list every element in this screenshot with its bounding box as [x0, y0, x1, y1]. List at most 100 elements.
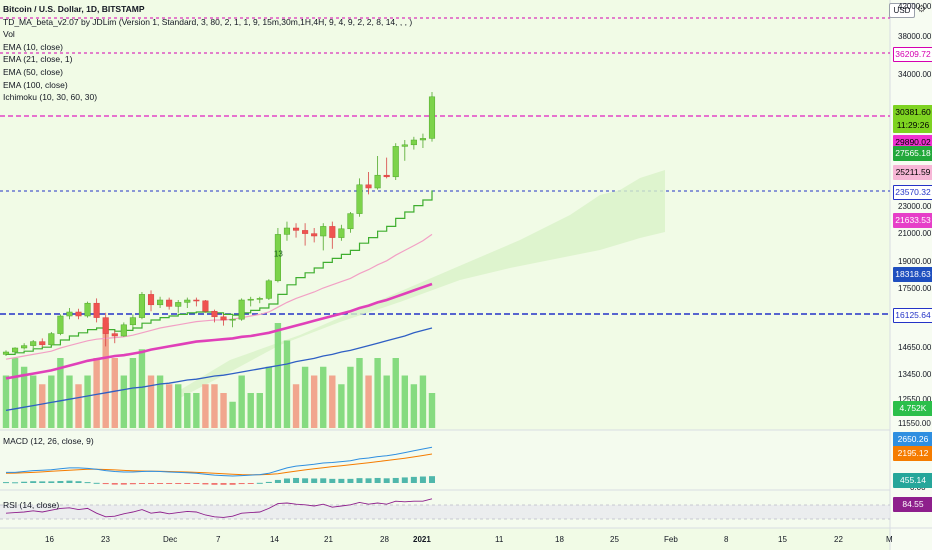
rsi-label[interactable]: RSI (14, close): [3, 500, 60, 510]
indicator-label-vol[interactable]: Vol: [3, 29, 15, 40]
indicator-label-ema50[interactable]: EMA (50, close): [3, 66, 63, 77]
price-tag: 18318.63: [893, 267, 932, 282]
macd-histogram-bar: [238, 483, 245, 485]
bear-candle: [147, 294, 155, 306]
volume-bar: [283, 340, 291, 428]
price-tag: 4.752K: [893, 401, 932, 416]
bull-candle: [48, 333, 55, 346]
macd-histogram-bar: [419, 476, 426, 483]
indicator-label-ema21[interactable]: EMA (21, close, 1): [3, 54, 73, 65]
time-tick: 21: [324, 535, 333, 544]
ema10-step-line: [6, 190, 433, 355]
macd-histogram-bar: [129, 483, 136, 485]
volume-bar: [329, 375, 336, 428]
macd-histogram-bar: [338, 478, 345, 483]
indicator-label-ema10[interactable]: EMA (10, close): [3, 41, 63, 52]
macd-histogram-bar: [184, 483, 191, 484]
volume-bar: [175, 384, 182, 428]
bull-candle: [175, 302, 182, 307]
bull-candle: [30, 341, 37, 346]
bull-candle: [229, 318, 236, 321]
time-tick: 23: [101, 535, 110, 544]
bear-candle: [75, 311, 82, 317]
macd-histogram-bar: [12, 482, 19, 484]
price-tick: 21000.00: [898, 229, 932, 238]
ema100-line: [5, 327, 433, 412]
macd-histogram-bar: [111, 483, 118, 485]
indicator-label-td-ma[interactable]: TD_MA_beta_v2.07 by JDLim (Version 1, St…: [3, 16, 413, 27]
ema50-line: [5, 282, 433, 380]
macd-histogram-bar: [48, 481, 55, 483]
price-tick: 12550.00: [898, 395, 932, 404]
bear-candle: [329, 226, 336, 238]
rsi-line: [5, 498, 433, 518]
volume-bar: [383, 375, 390, 428]
macd-histogram-bar: [429, 476, 435, 483]
price-tag: 16125.64: [893, 308, 932, 323]
bull-candle: [2, 351, 10, 355]
volume-bar: [11, 358, 19, 428]
time-tick: 7: [216, 535, 221, 544]
bull-candle: [120, 324, 127, 337]
macd-histogram-bar: [166, 483, 173, 484]
bull-candle: [238, 299, 245, 320]
bull-candle: [138, 294, 146, 318]
bear-candle: [93, 302, 100, 318]
currency-button[interactable]: USD: [889, 3, 915, 18]
volume-bar: [229, 401, 236, 428]
time-tick: 14: [270, 535, 279, 544]
volume-bar: [265, 366, 273, 428]
macd-histogram-bar: [3, 482, 9, 484]
bear-candle: [292, 227, 300, 231]
price-tag: 36209.72: [893, 47, 932, 62]
volume-bar: [347, 366, 354, 428]
volume-bars: [2, 323, 436, 428]
bull-candle: [256, 298, 263, 300]
bull-candle: [57, 315, 64, 334]
bull-candle: [157, 299, 164, 306]
time-tick: 8: [724, 535, 729, 544]
price-tick: 14650.00: [898, 343, 932, 352]
time-tick: 25: [610, 535, 619, 544]
macd-histogram-bar: [21, 481, 28, 483]
bear-candle: [39, 341, 46, 346]
indicator-label-ichimoku[interactable]: Ichimoku (10, 30, 60, 30): [3, 92, 98, 103]
time-tick: 2021: [413, 535, 431, 544]
price-tick: 11550.00: [898, 419, 931, 428]
price-tick: 17500.00: [898, 284, 932, 293]
volume-bar: [274, 323, 282, 428]
macd-histogram-bar: [120, 483, 127, 485]
ichimoku-cloud: [180, 170, 665, 398]
price-tag: 25211.59: [893, 165, 932, 180]
volume-bar: [202, 384, 209, 428]
macd-histogram-bar: [138, 483, 145, 484]
price-tag: 27565.18: [893, 146, 932, 161]
chart-legend: Bitcoin / U.S. Dollar, 1D, BITSTAMP TD_M…: [3, 3, 412, 104]
bull-candle: [265, 280, 272, 299]
macd-pane-background: [0, 430, 890, 490]
price-tick: 42000.00: [898, 2, 932, 11]
macd-histogram-bar: [293, 477, 300, 483]
ema-lines: [5, 190, 433, 412]
bull-candle: [129, 317, 136, 326]
volume-bar: [392, 358, 399, 428]
indicator-label-ema100[interactable]: EMA (100, close): [3, 79, 68, 90]
volume-bar: [120, 375, 128, 428]
gear-icon[interactable]: ⚙: [917, 4, 926, 15]
symbol-title[interactable]: Bitcoin / U.S. Dollar, 1D, BITSTAMP: [3, 4, 145, 14]
volume-bar: [256, 393, 263, 428]
volume-bar: [310, 375, 318, 428]
bear-candle: [211, 310, 218, 318]
volume-bar: [57, 358, 64, 428]
bull-candle: [374, 174, 381, 189]
bear-candle: [111, 333, 118, 337]
macd-histogram-bar: [75, 481, 82, 483]
price-pane-background: [0, 0, 890, 430]
volume-bar: [156, 375, 164, 428]
macd-histogram-bar: [374, 477, 381, 483]
macd-histogram-bar: [30, 481, 37, 483]
volume-bar: [301, 366, 309, 428]
macd-lines: [3, 446, 435, 485]
macd-label[interactable]: MACD (12, 26, close, 9): [3, 436, 94, 446]
